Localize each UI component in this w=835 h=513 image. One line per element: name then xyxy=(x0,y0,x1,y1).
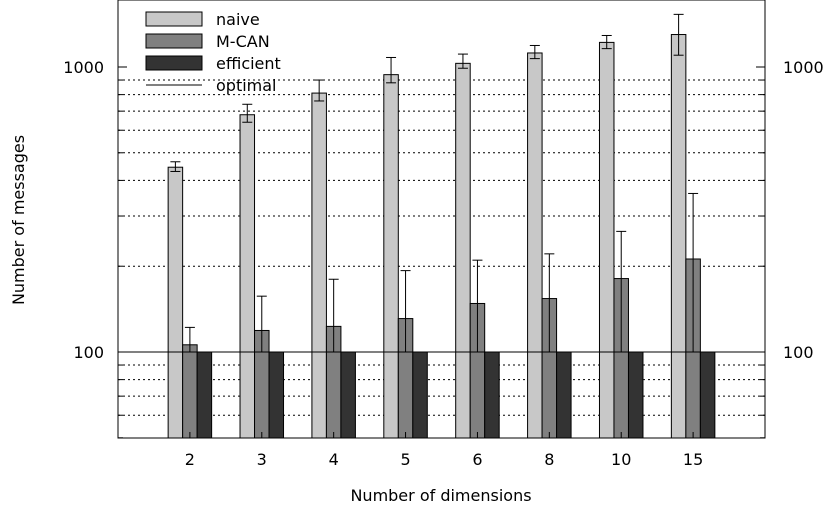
bar-naive-4 xyxy=(311,92,327,439)
y-tick-label-right: 100 xyxy=(783,343,814,362)
y-axis-title: Number of messages xyxy=(9,135,28,305)
x-tick-label: 8 xyxy=(544,450,554,469)
bar-naive-6 xyxy=(455,62,471,439)
bar-naive-2 xyxy=(167,166,184,439)
bar-efficient-4 xyxy=(340,351,356,439)
bar-naive-15 xyxy=(670,34,687,439)
error-bar-m-can-6 xyxy=(472,259,483,353)
x-tick-label: 4 xyxy=(329,450,339,469)
bar-efficient-15 xyxy=(699,351,716,439)
error-bars xyxy=(170,13,699,353)
error-bar-m-can-4 xyxy=(328,278,339,353)
error-bar-naive-2 xyxy=(170,161,181,172)
y-tick-label-left: 1000 xyxy=(63,58,104,77)
error-bar-naive-3 xyxy=(242,103,253,123)
x-tick-label: 2 xyxy=(185,450,195,469)
legend-label: optimal xyxy=(216,76,277,95)
legend-label: naive xyxy=(216,10,260,29)
x-tick-label: 15 xyxy=(683,450,703,469)
error-bar-naive-5 xyxy=(386,56,397,84)
bar-efficient-8 xyxy=(556,351,572,439)
bar-m-can-2 xyxy=(182,344,198,439)
x-axis-title: Number of dimensions xyxy=(350,486,531,505)
x-tick-label: 5 xyxy=(400,450,410,469)
error-bar-naive-15 xyxy=(673,13,684,56)
bar-naive-3 xyxy=(239,114,256,439)
bar-naive-10 xyxy=(598,41,615,439)
error-bar-m-can-5 xyxy=(400,270,411,353)
legend-item-efficient: efficient xyxy=(145,54,281,73)
error-bar-naive-10 xyxy=(601,34,612,50)
bar-efficient-5 xyxy=(412,351,428,439)
plot-frame xyxy=(117,0,766,439)
legend-label: efficient xyxy=(216,54,281,73)
axes: 100 100 1000 1000 2 3 4 5 6 8 10 15 xyxy=(63,0,824,469)
legend-item-m-can: M-CAN xyxy=(145,32,270,51)
error-bar-m-can-2 xyxy=(184,326,195,353)
legend-label: M-CAN xyxy=(216,32,270,51)
bar-efficient-10 xyxy=(627,351,644,439)
error-bar-m-can-15 xyxy=(688,192,699,353)
legend-item-optimal: optimal xyxy=(146,76,277,95)
error-bar-naive-6 xyxy=(457,53,468,69)
error-bar-naive-8 xyxy=(529,44,540,60)
error-bar-naive-4 xyxy=(314,79,325,102)
error-bar-m-can-3 xyxy=(256,295,267,353)
x-tick-label: 3 xyxy=(257,450,267,469)
y-tick-label-left: 100 xyxy=(73,343,104,362)
legend-item-naive: naive xyxy=(145,10,260,29)
x-tick-label: 6 xyxy=(472,450,482,469)
bar-efficient-2 xyxy=(196,351,213,439)
bar-efficient-3 xyxy=(268,351,285,439)
error-bar-m-can-8 xyxy=(544,253,555,353)
grid-lines xyxy=(118,79,765,416)
bar-naive-5 xyxy=(383,74,399,439)
error-bar-m-can-10 xyxy=(616,230,627,353)
bar-efficient-6 xyxy=(484,351,500,439)
bar-naive-8 xyxy=(527,52,543,439)
legend: naive M-CAN efficient optimal xyxy=(145,10,281,95)
x-tick-label: 10 xyxy=(611,450,631,469)
bars xyxy=(167,34,716,439)
y-tick-label-right: 1000 xyxy=(783,58,824,77)
